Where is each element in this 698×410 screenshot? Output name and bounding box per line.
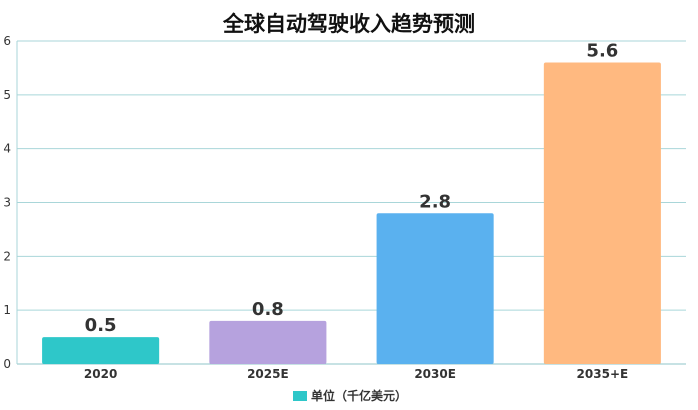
data-label: 5.6 bbox=[586, 41, 618, 62]
bar-2025E[interactable] bbox=[209, 320, 327, 364]
bar-2020[interactable] bbox=[42, 337, 160, 364]
y-tick-label: 5 bbox=[3, 88, 11, 102]
x-axis-ticks: 2020 2025E 2030E 2035+E bbox=[84, 367, 628, 381]
x-tick-label: 2030E bbox=[414, 367, 456, 381]
y-axis-ticks: 0 1 2 3 4 5 6 bbox=[3, 34, 11, 371]
data-label: 0.5 bbox=[85, 315, 117, 336]
y-tick-label: 0 bbox=[3, 357, 11, 371]
data-label: 0.8 bbox=[252, 299, 284, 320]
bar-2035+E[interactable] bbox=[543, 62, 661, 365]
y-tick-label: 1 bbox=[3, 303, 11, 317]
chart-title: 全球自动驾驶收入趋势预测 bbox=[222, 12, 475, 36]
x-tick-label: 2035+E bbox=[577, 367, 629, 381]
data-label: 2.8 bbox=[419, 191, 451, 212]
data-labels: 0.5 0.8 2.8 5.6 bbox=[85, 41, 619, 337]
x-tick-label: 2020 bbox=[84, 367, 117, 381]
legend[interactable]: 单位（千亿美元） bbox=[293, 388, 407, 403]
bars bbox=[42, 62, 661, 365]
legend-swatch bbox=[293, 391, 307, 401]
y-tick-label: 4 bbox=[3, 142, 11, 156]
bar-2030E[interactable] bbox=[376, 213, 494, 364]
y-tick-label: 6 bbox=[3, 34, 11, 48]
y-tick-label: 3 bbox=[3, 196, 11, 210]
legend-label: 单位（千亿美元） bbox=[311, 388, 407, 403]
x-tick-label: 2025E bbox=[247, 367, 289, 381]
y-tick-label: 2 bbox=[3, 249, 11, 263]
grid-lines bbox=[16, 40, 686, 365]
